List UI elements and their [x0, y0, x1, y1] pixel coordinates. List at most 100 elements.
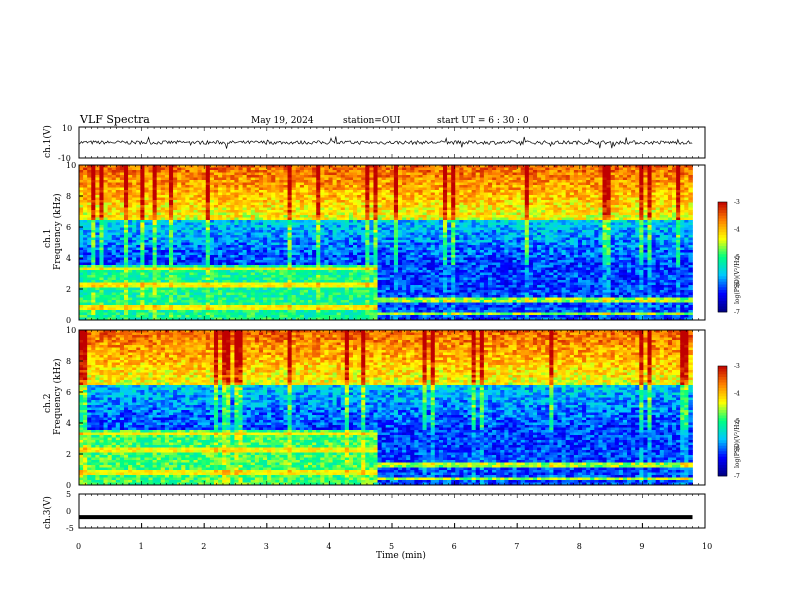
colorbar-segment [718, 254, 727, 257]
frequency-tick-label: 2 [66, 285, 71, 294]
colorbar-segment [718, 421, 727, 424]
colorbar-segment [718, 410, 727, 413]
x-tick-label: 2 [201, 542, 206, 551]
ch3-ytick-label: 0 [66, 507, 71, 516]
colorbar-segment [718, 369, 727, 372]
colorbar-segment [718, 394, 727, 397]
colorbar-segment [718, 402, 727, 405]
colorbar-segment [718, 279, 727, 282]
ch2-spectrogram-image [79, 330, 705, 485]
x-tick-label: 10 [702, 542, 712, 551]
colorbar-segment [718, 301, 727, 304]
colorbar-segment [718, 366, 727, 369]
frequency-tick-label: 0 [66, 481, 71, 490]
ch2-spectrogram-ylabel-frequency: Frequency (kHz) [52, 358, 63, 435]
x-tick-label: 1 [139, 542, 144, 551]
colorbar-segment [718, 471, 727, 474]
colorbar-segment [718, 427, 727, 430]
x-tick-label: 6 [452, 542, 457, 551]
colorbar-segment [718, 257, 727, 260]
colorbar-segment [718, 246, 727, 249]
colorbar-segment [718, 263, 727, 266]
colorbar-segment [718, 252, 727, 255]
colorbar-segment [718, 232, 727, 235]
colorbar-segment [718, 451, 727, 454]
x-tick-label: 4 [326, 542, 331, 551]
colorbar-segment [718, 210, 727, 213]
colorbar-segment [718, 383, 727, 386]
colorbar-segment [718, 260, 727, 263]
colorbar-segment [718, 372, 727, 375]
colorbar-segment [718, 243, 727, 246]
ch2-spectrogram-ylabel-channel: ch.2 [43, 394, 53, 413]
colorbar-segment [718, 213, 727, 216]
x-tick-label: 5 [389, 542, 394, 551]
x-tick-label: 3 [264, 542, 269, 551]
colorbar-tick-label: -3 [734, 199, 740, 206]
colorbar-segment [718, 416, 727, 419]
colorbar-segment [718, 235, 727, 238]
frequency-tick-label: 8 [66, 192, 71, 201]
colorbar-segment [718, 208, 727, 211]
colorbar-segment [718, 413, 727, 416]
colorbar-segment [718, 219, 727, 222]
colorbar-segment [718, 241, 727, 244]
colorbar-segment [718, 287, 727, 290]
figure-title: VLF Spectra [79, 113, 150, 126]
colorbar-segment [718, 429, 727, 432]
colorbar-segment [718, 462, 727, 465]
frequency-tick-label: 10 [66, 161, 76, 170]
frequency-tick-label: 8 [66, 357, 71, 366]
ch3-waveform-ylabel: ch.3(V) [42, 496, 53, 529]
frequency-tick-label: 4 [66, 254, 71, 263]
colorbar-segment [718, 454, 727, 457]
colorbar-segment [718, 249, 727, 252]
colorbar-segment [718, 435, 727, 438]
colorbar-segment [718, 432, 727, 435]
colorbar-tick-label: -3 [734, 363, 740, 370]
x-tick-label: 9 [639, 542, 644, 551]
colorbar-tick-label: -7 [734, 309, 740, 316]
colorbar-segment [718, 468, 727, 471]
colorbar-segment [718, 438, 727, 441]
colorbar-tick-label: -4 [734, 227, 740, 234]
colorbar-segment [718, 307, 727, 310]
frequency-tick-label: 2 [66, 450, 71, 459]
ch1-spectrogram-ylabel-channel: ch.1 [43, 229, 53, 248]
colorbar-segment [718, 449, 727, 452]
colorbar-segment [718, 202, 727, 205]
colorbar-segment [718, 396, 727, 399]
x-axis-label: Time (min) [376, 550, 426, 561]
colorbar-segment [718, 457, 727, 460]
colorbar-segment [718, 268, 727, 271]
colorbar-segment [718, 230, 727, 233]
colorbar-segment [718, 274, 727, 277]
colorbar-segment [718, 224, 727, 227]
colorbar-segment [718, 388, 727, 391]
colorbar-segment [718, 282, 727, 285]
colorbar-segment [718, 443, 727, 446]
colorbar-segment [718, 399, 727, 402]
station-label: station=OUI [343, 116, 401, 126]
ch1-ytick-top: 10 [62, 124, 72, 133]
colorbar-segment [718, 407, 727, 410]
colorbar-segment [718, 424, 727, 427]
ch1-spectrogram-image [79, 165, 705, 320]
colorbar-segment [718, 216, 727, 219]
frequency-tick-label: 6 [66, 223, 71, 232]
colorbar-segment [718, 221, 727, 224]
ch3-ytick-label: -5 [66, 524, 74, 533]
colorbar-segment [718, 205, 727, 208]
colorbar-label: log(PSD)(V²/Hz) [734, 255, 741, 304]
colorbar-segment [718, 440, 727, 443]
colorbar-segment [718, 446, 727, 449]
colorbar-segment [718, 377, 727, 380]
frequency-tick-label: 6 [66, 388, 71, 397]
x-tick-label: 8 [577, 542, 582, 551]
ch1-waveform-ylabel: ch.1(V) [42, 125, 53, 158]
colorbar-label: log(PSD)(V²/Hz) [734, 419, 741, 468]
